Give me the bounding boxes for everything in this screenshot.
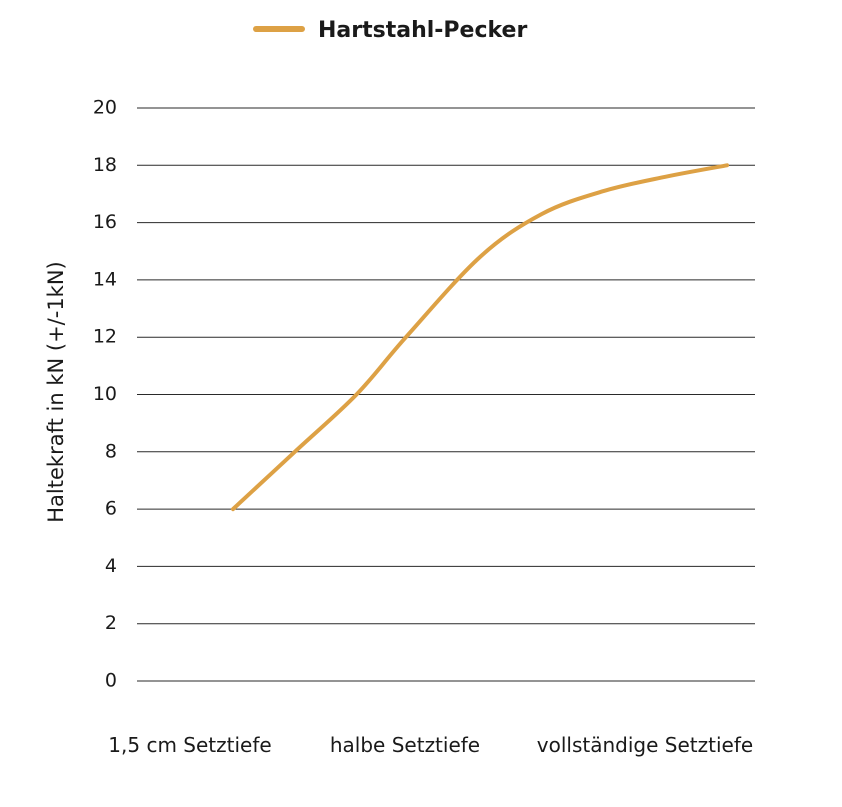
y-tick-label-18: 18 — [93, 154, 117, 176]
y-tick-label-6: 6 — [105, 498, 117, 520]
x-axis-categories: 1,5 cm Setztiefe halbe Setztiefe vollständ… — [108, 733, 753, 757]
y-tick-label-2: 2 — [105, 612, 117, 634]
x-category-label-2: vollständige Setztiefe — [537, 733, 753, 757]
series-layer — [231, 163, 729, 512]
series-line-0 — [231, 163, 729, 512]
y-tick-label-12: 12 — [93, 326, 117, 348]
legend: Hartstahl-Pecker — [253, 18, 527, 43]
y-tick-label-0: 0 — [105, 670, 117, 692]
y-tick-label-8: 8 — [105, 440, 117, 462]
x-category-label-0: 1,5 cm Setztiefe — [108, 733, 271, 757]
y-tick-label-16: 16 — [93, 211, 117, 233]
gridlines — [137, 107, 755, 682]
y-tick-label-10: 10 — [93, 383, 117, 405]
legend-label-hartstahl-pecker: Hartstahl-Pecker — [318, 18, 527, 43]
y-axis-ticks: 0 2 4 6 8 10 12 14 16 18 20 — [93, 97, 117, 692]
y-tick-label-14: 14 — [93, 268, 117, 290]
x-category-label-1: halbe Setztiefe — [330, 733, 480, 757]
y-tick-label-4: 4 — [105, 555, 117, 577]
y-tick-label-20: 20 — [93, 97, 117, 119]
y-axis-label: Haltekraft in kN (+/-1kN) — [44, 261, 68, 522]
